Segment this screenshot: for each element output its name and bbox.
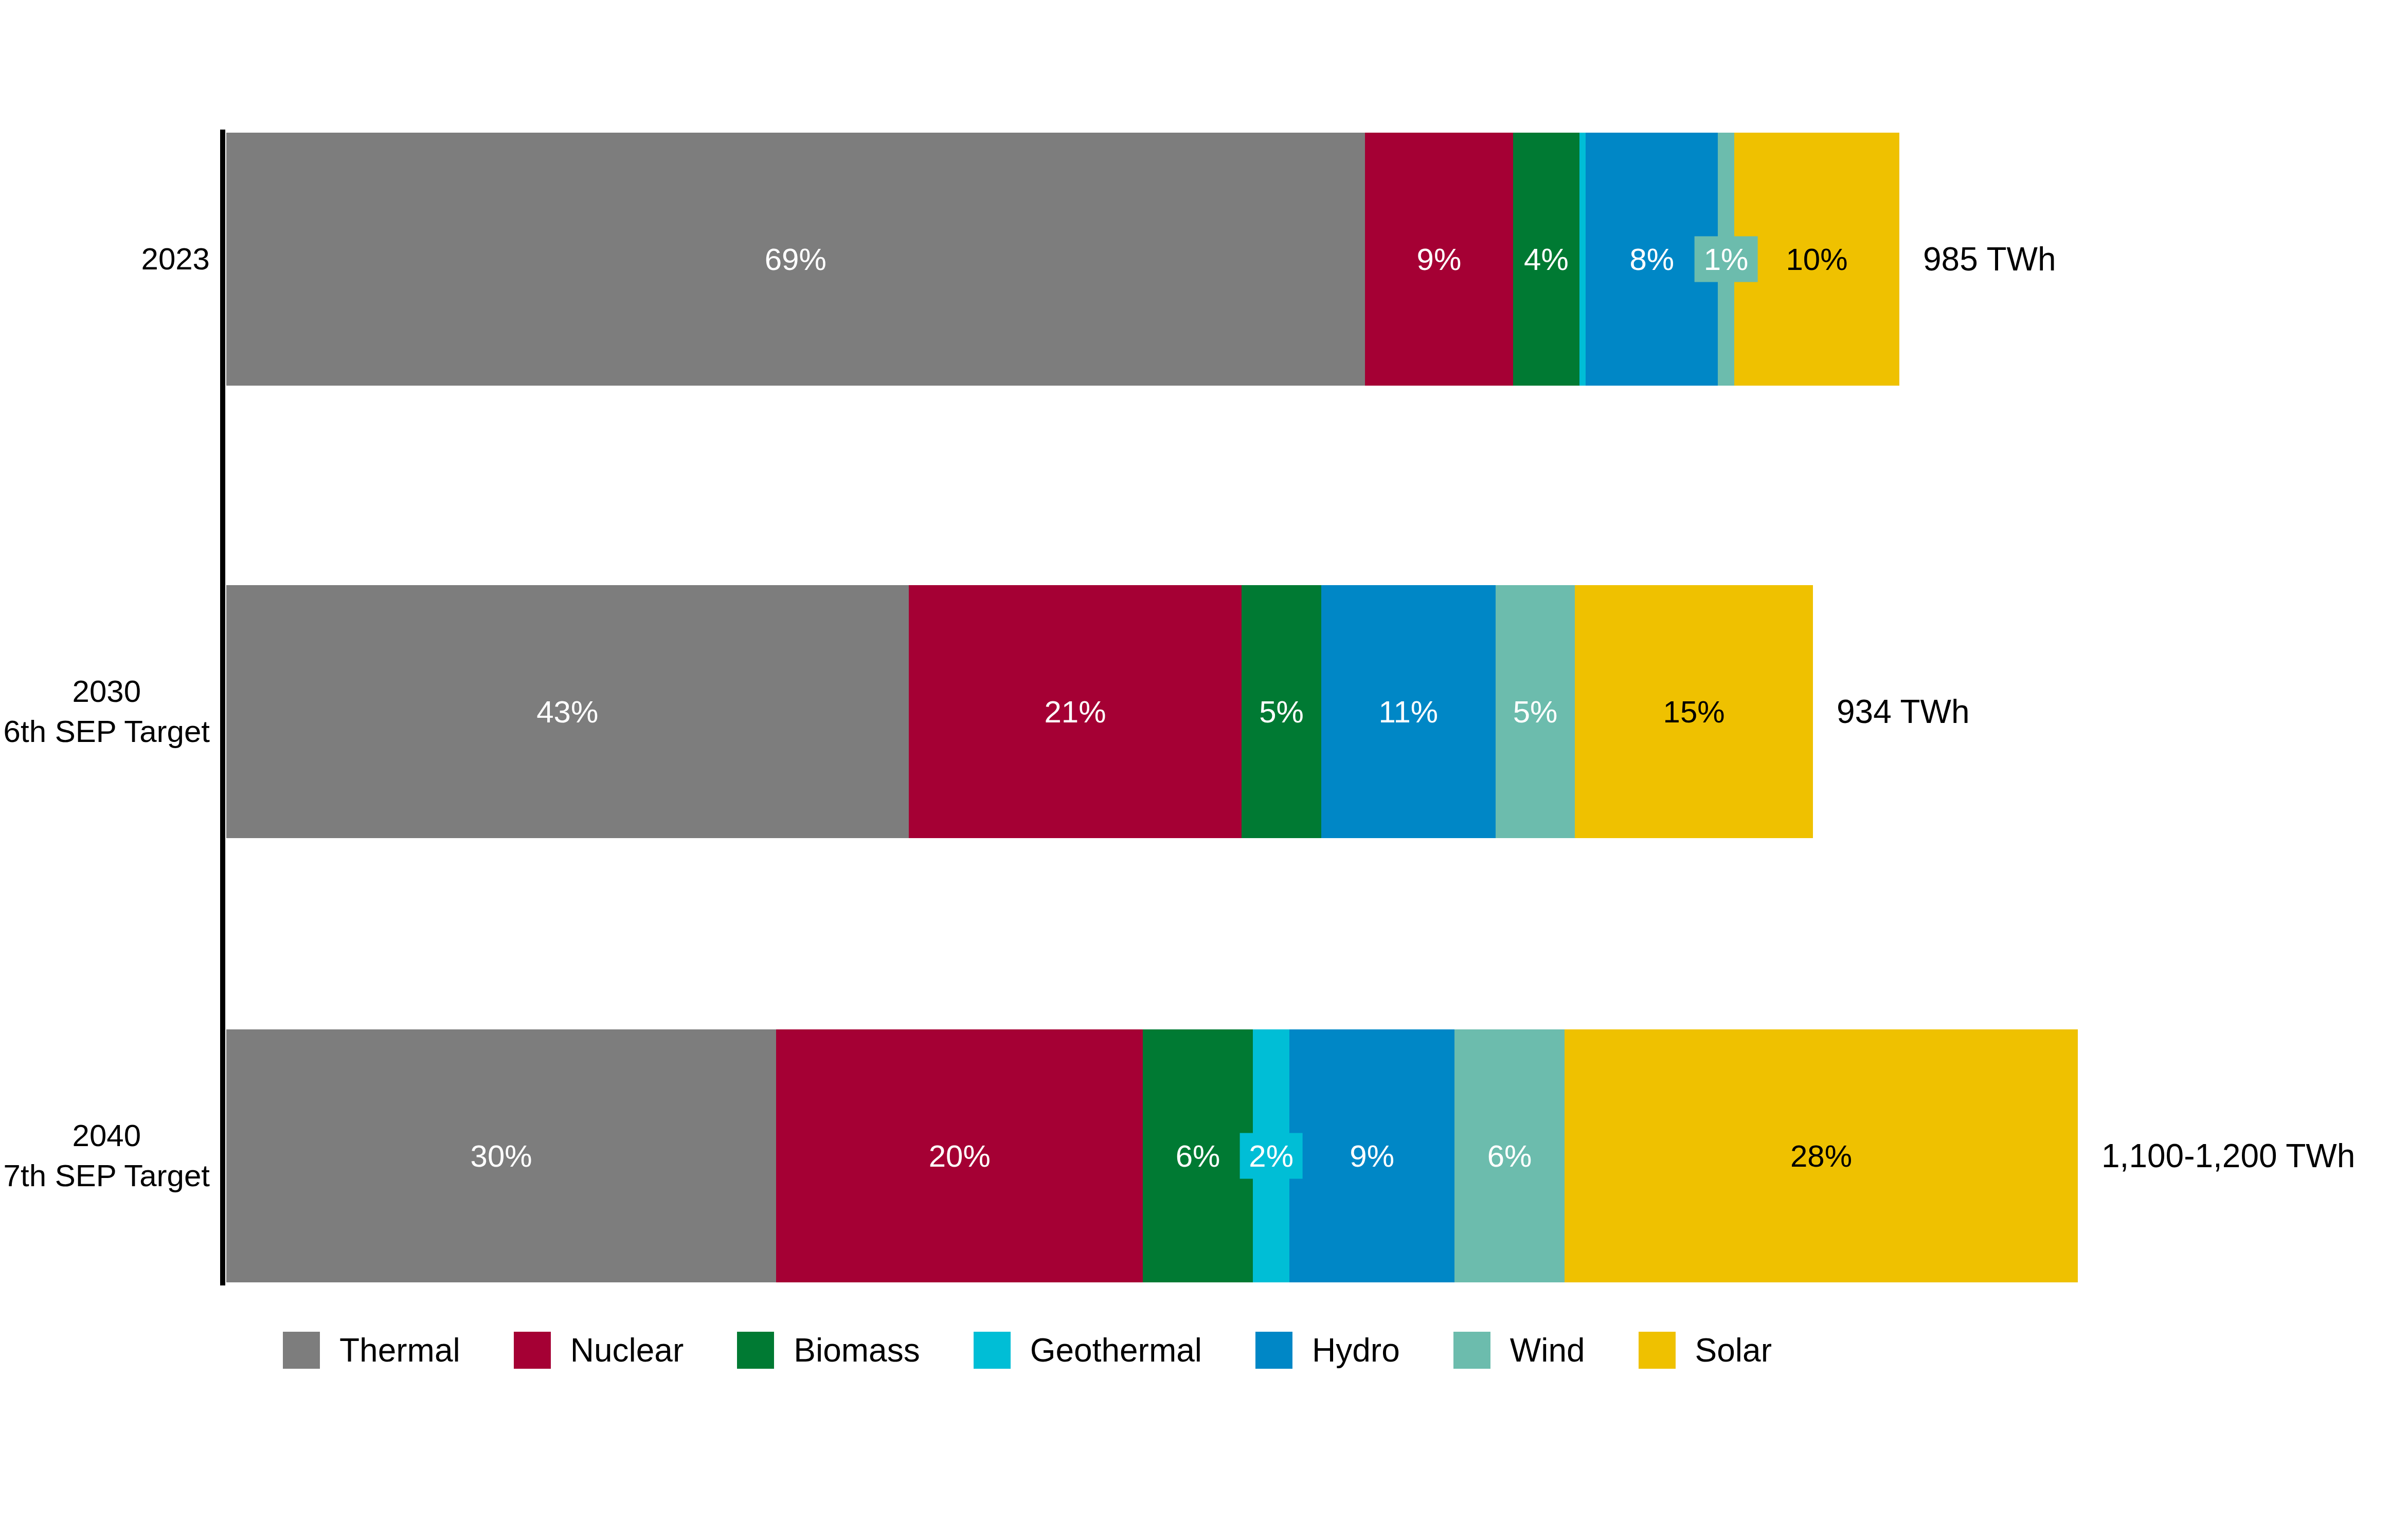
segment-geothermal-2040: 2% — [1253, 1029, 1289, 1282]
legend-swatch-solar — [1639, 1332, 1676, 1369]
legend-swatch-nuclear — [514, 1332, 551, 1369]
segment-hydro-2023: 8% — [1586, 133, 1718, 386]
value-label-nuclear-2040: 20% — [929, 1138, 991, 1174]
segment-nuclear-2023: 9% — [1365, 133, 1514, 386]
legend-swatch-wind — [1453, 1332, 1490, 1369]
segment-thermal-2023: 69% — [226, 133, 1365, 386]
category-label-text: 2023 — [141, 239, 210, 279]
segment-solar-2023: 10% — [1734, 133, 1899, 386]
category-label-2040: 20407th SEP Target — [0, 1029, 210, 1282]
segment-biomass-2023: 4% — [1513, 133, 1579, 386]
value-label-wind-2040: 6% — [1487, 1138, 1532, 1174]
value-label-hydro-2023: 8% — [1629, 242, 1674, 277]
value-label-thermal-2030: 43% — [536, 694, 598, 730]
segment-hydro-2030: 11% — [1321, 585, 1496, 838]
bar-2030: 43% 21% 5% 11% 5% 15% — [226, 585, 1813, 838]
segment-wind-2040: 6% — [1454, 1029, 1565, 1282]
legend-item-nuclear: Nuclear — [514, 1331, 684, 1369]
legend-swatch-biomass — [737, 1332, 774, 1369]
total-label-2030: 934 TWh — [1837, 585, 1970, 838]
segment-geothermal-2023 — [1579, 133, 1586, 386]
segment-solar-2030: 15% — [1575, 585, 1813, 838]
value-label-thermal-2023: 69% — [765, 242, 826, 277]
segment-wind-2030: 5% — [1496, 585, 1575, 838]
value-label-biomass-2040: 6% — [1176, 1138, 1220, 1174]
legend-label-wind: Wind — [1510, 1331, 1585, 1369]
legend-swatch-geothermal — [974, 1332, 1011, 1369]
legend-item-biomass: Biomass — [737, 1331, 920, 1369]
legend-label-geothermal: Geothermal — [1030, 1331, 1202, 1369]
value-label-nuclear-2023: 9% — [1417, 242, 1462, 277]
value-label-nuclear-2030: 21% — [1044, 694, 1106, 730]
value-label-hydro-2030: 11% — [1378, 694, 1438, 730]
value-label-solar-2030: 15% — [1663, 694, 1725, 730]
segment-hydro-2040: 9% — [1289, 1029, 1454, 1282]
segment-thermal-2040: 30% — [226, 1029, 776, 1282]
segment-biomass-2040: 6% — [1143, 1029, 1253, 1282]
total-label-2040: 1,100-1,200 TWh — [2101, 1029, 2355, 1282]
value-label-solar-2023: 10% — [1786, 242, 1848, 277]
value-label-solar-2040: 28% — [1790, 1138, 1852, 1174]
segment-biomass-2030: 5% — [1242, 585, 1321, 838]
legend-swatch-hydro — [1255, 1332, 1292, 1369]
legend-item-geothermal: Geothermal — [974, 1331, 1202, 1369]
value-label-hydro-2040: 9% — [1350, 1138, 1394, 1174]
category-label-2023: 2023 — [0, 133, 210, 386]
value-label-wind-2030: 5% — [1513, 694, 1558, 730]
bar-2023: 69% 9% 4% 8% 1% 10% — [226, 133, 1899, 386]
bar-2040: 30% 20% 6% 2% 9% 6% 28% — [226, 1029, 2078, 1282]
category-label-text: 20306th SEP Target — [4, 672, 210, 752]
category-label-text: 20407th SEP Target — [4, 1116, 210, 1196]
segment-solar-2040: 28% — [1565, 1029, 2078, 1282]
value-label-biomass-2023: 4% — [1524, 242, 1569, 277]
legend: Thermal Nuclear Biomass Geothermal Hydro Wind… — [283, 1331, 1825, 1369]
value-label-thermal-2040: 30% — [471, 1138, 532, 1174]
segment-wind-2023: 1% — [1718, 133, 1734, 386]
segment-thermal-2030: 43% — [226, 585, 909, 838]
legend-label-biomass: Biomass — [794, 1331, 920, 1369]
legend-label-thermal: Thermal — [339, 1331, 460, 1369]
legend-item-solar: Solar — [1639, 1331, 1772, 1369]
legend-item-hydro: Hydro — [1255, 1331, 1400, 1369]
axis-line — [220, 130, 225, 1285]
legend-label-hydro: Hydro — [1312, 1331, 1400, 1369]
legend-swatch-thermal — [283, 1332, 320, 1369]
chart-area: Thermal Nuclear Biomass Geothermal Hydro Wind… — [0, 0, 2408, 1523]
legend-item-wind: Wind — [1453, 1331, 1585, 1369]
legend-label-nuclear: Nuclear — [570, 1331, 684, 1369]
category-label-2030: 20306th SEP Target — [0, 585, 210, 838]
segment-nuclear-2040: 20% — [776, 1029, 1143, 1282]
legend-item-thermal: Thermal — [283, 1331, 460, 1369]
total-label-2023: 985 TWh — [1923, 133, 2056, 386]
legend-label-solar: Solar — [1695, 1331, 1772, 1369]
segment-nuclear-2030: 21% — [909, 585, 1242, 838]
value-label-biomass-2030: 5% — [1259, 694, 1304, 730]
